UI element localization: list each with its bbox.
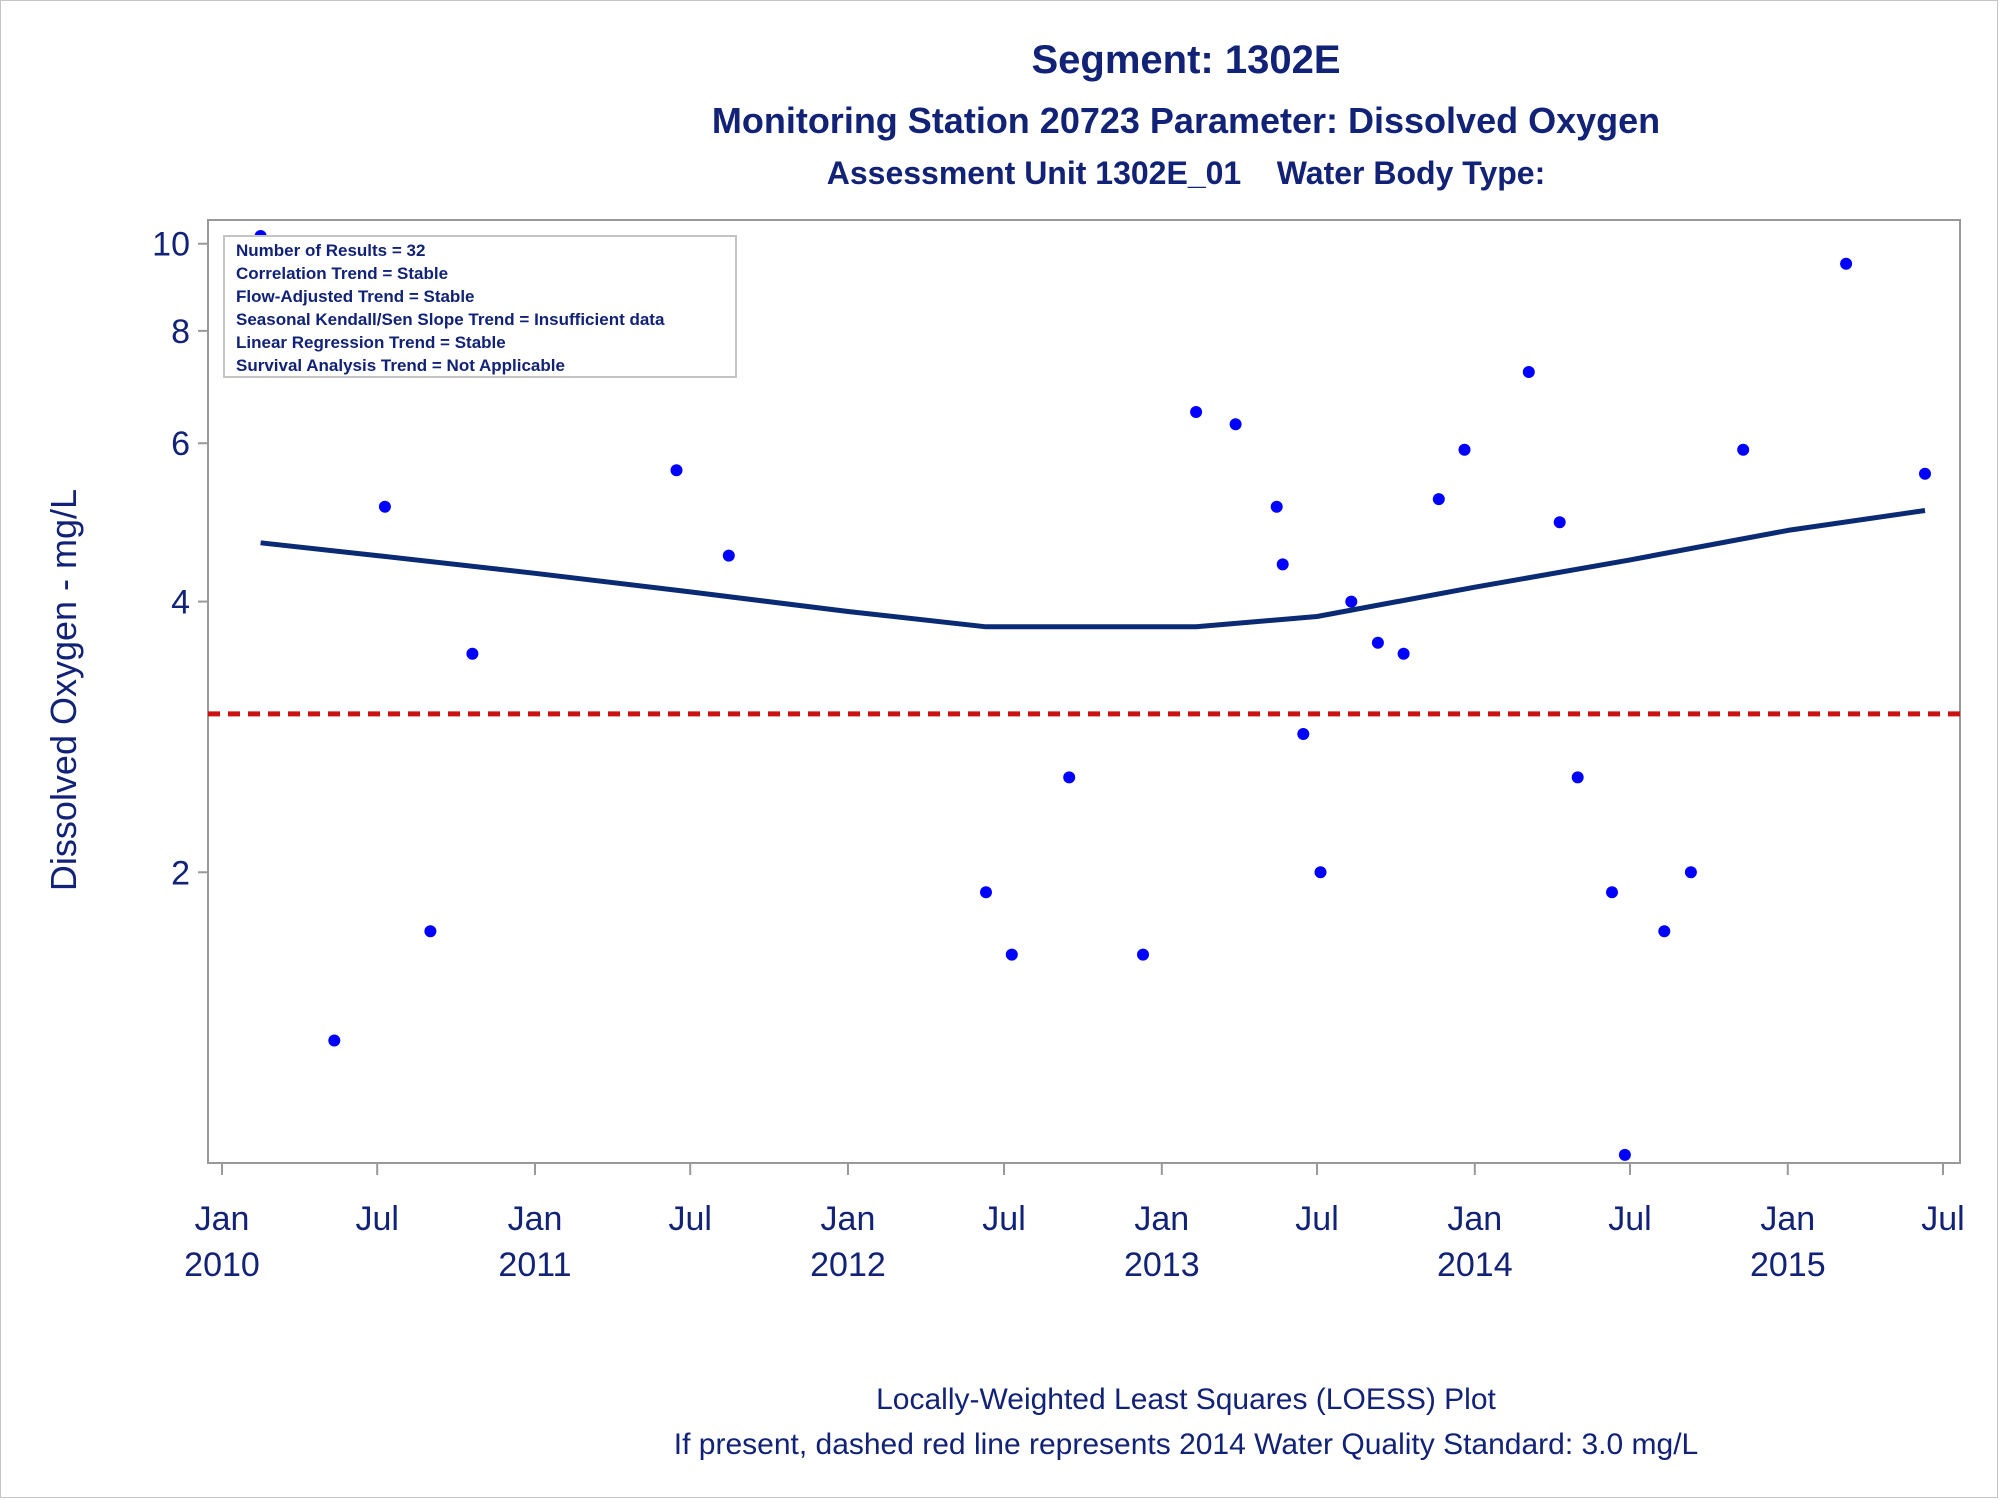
y-axis-title: Dissolved Oxygen - mg/L — [43, 489, 84, 891]
footnote-plot-type: Locally-Weighted Least Squares (LOESS) P… — [876, 1383, 1496, 1416]
data-point — [1919, 467, 1931, 480]
stats-legend: Number of Results = 32 Correlation Trend… — [223, 235, 737, 378]
x-tick-label-year: 2015 — [1750, 1246, 1826, 1284]
data-point — [1229, 418, 1242, 431]
data-point — [1432, 493, 1445, 506]
x-tick-label-year: 2012 — [810, 1246, 886, 1284]
data-point — [1063, 771, 1076, 784]
data-point — [1397, 647, 1410, 660]
x-tick-label-year: 2014 — [1437, 1246, 1513, 1284]
y-tick-label: 4 — [171, 584, 190, 622]
chart-title: Segment: 1302E — [1031, 38, 1341, 82]
data-point — [722, 549, 735, 562]
plot-area — [207, 219, 1961, 1164]
data-point — [1658, 925, 1671, 938]
legend-line-linear-regression: Linear Regression Trend = Stable — [236, 333, 506, 352]
data-point — [424, 925, 437, 938]
data-point — [1270, 500, 1283, 513]
data-point — [1618, 1148, 1631, 1161]
x-tick-label-month: Jan — [195, 1200, 250, 1238]
y-tick-label: 8 — [171, 313, 190, 351]
data-point — [1345, 595, 1358, 608]
x-tick-label-month: Jul — [1295, 1200, 1338, 1238]
data-point — [1190, 406, 1203, 418]
data-point — [1005, 948, 1018, 961]
x-tick-label-month: Jul — [982, 1200, 1025, 1238]
data-point — [1137, 948, 1149, 961]
x-tick-label-month: Jan — [508, 1200, 563, 1238]
chart-subtitle-2: Assessment Unit 1302E_01 Water Body Type… — [826, 155, 1546, 191]
legend-line-results: Number of Results = 32 — [236, 241, 425, 260]
data-point — [1840, 257, 1853, 270]
loess-line-group — [260, 508, 1926, 630]
legend-line-correlation: Correlation Trend = Stable — [236, 264, 448, 283]
data-points — [254, 230, 1931, 1161]
x-tick-label-year: 2013 — [1124, 1246, 1200, 1284]
x-tick-label-month: Jul — [355, 1200, 398, 1238]
data-point — [1371, 636, 1384, 649]
data-point — [328, 1034, 341, 1047]
data-point — [1522, 366, 1535, 378]
data-point — [1571, 771, 1584, 784]
data-point — [980, 886, 992, 899]
legend-line-seasonal-kendall: Seasonal Kendall/Sen Slope Trend = Insuf… — [236, 310, 665, 329]
x-tick-label-year: 2011 — [498, 1246, 571, 1284]
x-tick-label-month: Jul — [1608, 1200, 1651, 1238]
data-point — [1684, 866, 1697, 879]
x-axis: Jan 2010 Jul Jan 2011 Jul Jan 2012 Jul Jan 2013 Jul… — [184, 1163, 1965, 1284]
stats-legend-box — [223, 235, 737, 378]
data-point — [1553, 516, 1566, 529]
y-tick-label: 2 — [171, 854, 190, 892]
x-tick-label-month: Jan — [1760, 1200, 1815, 1238]
y-tick-label: 6 — [171, 425, 190, 463]
data-point — [378, 500, 391, 513]
data-point — [1297, 728, 1310, 740]
x-tick-label-year: 2010 — [184, 1246, 260, 1284]
data-point — [1276, 558, 1289, 571]
x-tick-label-month: Jul — [1921, 1200, 1964, 1238]
data-point — [1314, 866, 1327, 879]
data-point — [1737, 443, 1750, 456]
y-axis: 2 4 6 8 10 — [152, 226, 208, 892]
legend-line-flow-adjusted: Flow-Adjusted Trend = Stable — [236, 287, 475, 306]
data-point — [466, 647, 479, 660]
chart-subtitle: Monitoring Station 20723 Parameter: Diss… — [711, 100, 1661, 141]
footnote-standard: If present, dashed red line represents 2… — [673, 1428, 1699, 1461]
data-point — [1458, 443, 1471, 456]
data-point — [670, 464, 683, 477]
data-point — [1606, 886, 1618, 899]
loess-trend-line — [260, 508, 1926, 630]
x-tick-label-month: Jan — [1134, 1200, 1189, 1238]
x-tick-label-month: Jan — [821, 1200, 876, 1238]
y-tick-label: 10 — [152, 226, 190, 264]
x-tick-label-month: Jul — [668, 1200, 711, 1238]
legend-line-survival: Survival Analysis Trend = Not Applicable — [236, 356, 565, 375]
x-tick-label-month: Jan — [1447, 1200, 1502, 1238]
